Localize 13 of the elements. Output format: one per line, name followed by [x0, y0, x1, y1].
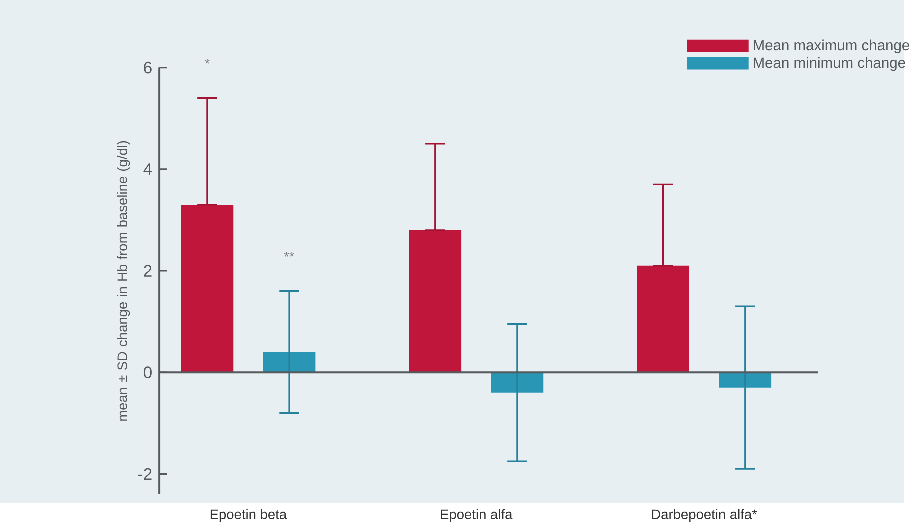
legend-label: Mean minimum change — [754, 58, 906, 72]
y-tick-label: 4 — [144, 164, 152, 176]
x-tick-label: Epoetin beta — [210, 509, 288, 522]
x-tick-label: Darbepoetin alfa* — [652, 509, 758, 522]
y-tick-label: 6 — [144, 62, 152, 74]
y-axis-title: mean ± SD change in Hb from baseline (g/dl) — [117, 141, 130, 422]
legend-label: Mean maximum change — [754, 40, 910, 54]
x-tick-label: Epoetin alfa — [441, 509, 513, 522]
text: * — [204, 59, 210, 64]
y-tick-label: -2 — [138, 468, 152, 480]
y-tick-label: 0 — [144, 366, 152, 379]
y-tick-label: 2 — [144, 265, 152, 277]
annotation: ** — [284, 252, 295, 258]
